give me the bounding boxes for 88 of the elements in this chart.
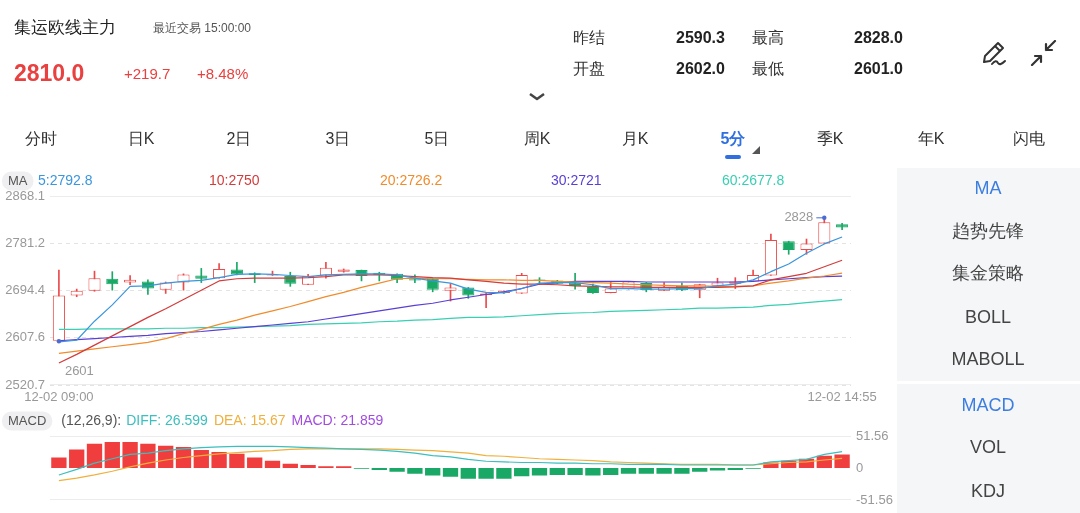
bar [264, 460, 281, 469]
text: MA [974, 176, 1002, 200]
text: +219.7 [124, 64, 171, 84]
y-tick-label: -51.56 [856, 491, 893, 507]
chart-subtitle: (12,26,9): [61, 411, 122, 428]
text: 2828.0 [854, 27, 903, 48]
text: KDJ [970, 479, 1006, 503]
bar [442, 468, 459, 477]
bar [140, 443, 156, 469]
text: 昨结 [573, 27, 605, 48]
bar [709, 468, 726, 471]
text: 20:2726.2 [380, 171, 443, 188]
text: 周K [523, 128, 551, 149]
bar [460, 468, 476, 479]
bar [531, 468, 548, 476]
text: 10:2750 [209, 171, 260, 188]
text: MACD: 21.859 [291, 411, 384, 428]
x-tick-label: 12-02 09:00 [24, 389, 94, 405]
bar [407, 468, 423, 474]
bar [638, 468, 654, 474]
y-tick-label: 2607.6 [5, 329, 45, 345]
text: 5日 [424, 128, 450, 149]
y-tick-label: 2781.2 [5, 234, 45, 250]
series-label: DIFF: 26.599 [126, 411, 209, 428]
text: 分时 [25, 128, 57, 149]
text: 30:2721 [551, 171, 602, 188]
text: 2810.0 [14, 59, 85, 88]
bar [247, 457, 263, 469]
legend-title: MACD [8, 412, 47, 428]
text: 60:2677.8 [722, 171, 785, 188]
text: 最低 [752, 58, 784, 79]
bar [51, 457, 67, 469]
text: 2602.0 [676, 58, 725, 79]
text: MABOLL [951, 347, 1025, 371]
text: 年K [917, 128, 945, 149]
bar [674, 468, 690, 474]
bar [585, 468, 601, 476]
series-label: DEA: 15.67 [213, 411, 286, 428]
text: 最高 [752, 27, 784, 48]
bar [656, 468, 672, 474]
bar [478, 468, 494, 479]
y-tick-label: 2694.4 [5, 282, 45, 298]
bar [496, 468, 512, 479]
annotation: 2828 [784, 209, 814, 225]
bar [104, 441, 120, 469]
chart-subtitle: 最近交易 15:00:00 [153, 20, 252, 36]
bar [514, 468, 530, 477]
text: 日K [127, 128, 155, 149]
chart-title: 集运欧线主力 [14, 17, 116, 39]
text: 闪电 [1013, 128, 1045, 149]
bar [603, 468, 619, 475]
bar [229, 453, 245, 469]
bar [282, 463, 298, 469]
bar [86, 443, 103, 469]
bar [122, 441, 138, 469]
text: 2日 [226, 128, 252, 149]
bar [549, 468, 565, 475]
text: 5分 [720, 128, 746, 149]
y-tick-label: 0 [856, 459, 864, 475]
x-tick-label: 12-02 14:55 [807, 389, 877, 405]
text: 季K [816, 128, 844, 149]
bar [389, 468, 405, 472]
bar [620, 468, 637, 474]
y-tick-label: 51.56 [856, 427, 889, 443]
text: 集金策略 [952, 261, 1024, 285]
bar [834, 454, 850, 469]
legend-title: MA [8, 172, 28, 188]
bar [425, 468, 441, 476]
bar [211, 451, 227, 469]
text: 3日 [325, 128, 351, 149]
bar [300, 464, 316, 469]
text: 5:2792.8 [38, 171, 93, 188]
bar [567, 468, 583, 475]
text: 月K [621, 128, 649, 149]
text: BOLL [964, 305, 1012, 329]
bar [193, 450, 209, 469]
y-tick-label: 2868.1 [5, 187, 45, 203]
text: MACD [961, 393, 1015, 417]
annotation: 2601 [64, 362, 94, 378]
text: +8.48% [197, 64, 249, 84]
text: VOL [969, 435, 1007, 459]
bar [692, 468, 708, 472]
bar [69, 449, 85, 469]
text: 2590.3 [676, 27, 725, 48]
text: 2601.0 [854, 58, 903, 79]
y-tick-label: 2520.7 [5, 376, 45, 392]
text: 趋势先锋 [952, 219, 1024, 243]
text: 开盘 [573, 58, 605, 79]
